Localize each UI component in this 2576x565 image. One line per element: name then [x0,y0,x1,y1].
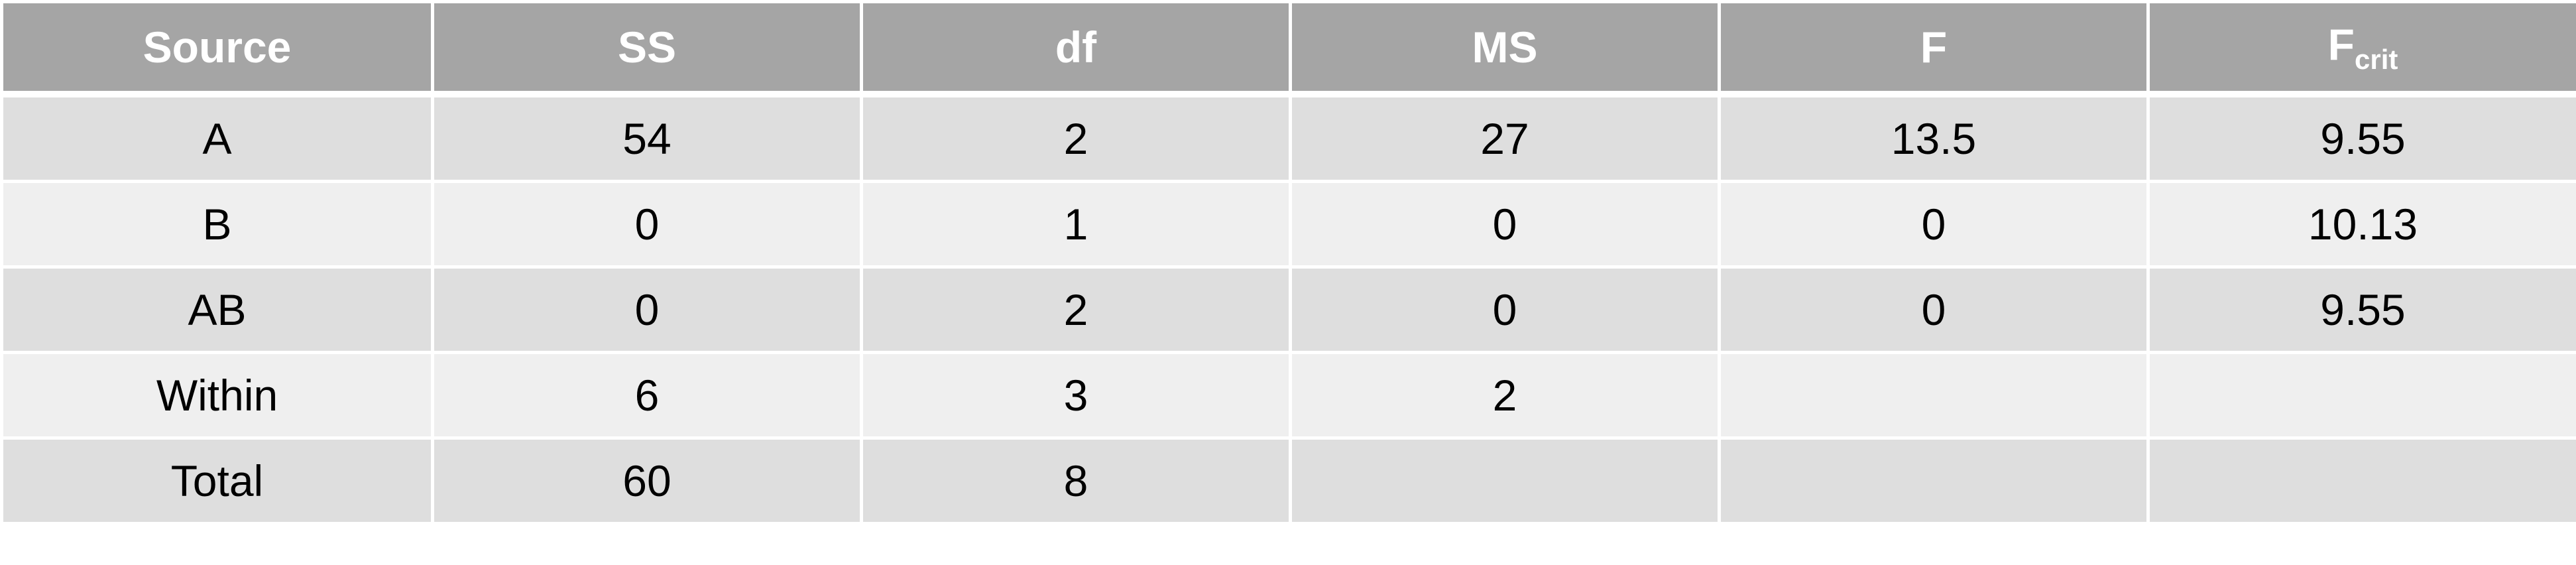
cell-ss: 6 [431,351,863,440]
cell-source: B [0,180,434,269]
cell-fcrit: 9.55 [2146,92,2576,183]
table-row: B 0 1 0 0 10.13 [0,180,2576,269]
header-fcrit: Fcrit [2146,0,2576,97]
cell-ss: 60 [431,436,863,525]
cell-source: A [0,92,434,183]
cell-df: 3 [860,351,1292,440]
header-fcrit-subscript: crit [2354,43,2398,75]
cell-f [1718,436,2150,525]
cell-source: Total [0,436,434,525]
header-fcrit-main: F [2327,19,2355,69]
cell-f [1718,351,2150,440]
anova-table: Source SS df MS F Fcrit A 54 2 27 13.5 9… [0,0,2576,525]
cell-ms: 0 [1289,265,1721,354]
cell-ss: 0 [431,180,863,269]
cell-ms: 2 [1289,351,1721,440]
table-row: Total 60 8 [0,436,2576,525]
cell-df: 8 [860,436,1292,525]
cell-source: AB [0,265,434,354]
table-row: AB 0 2 0 0 9.55 [0,265,2576,354]
cell-ss: 0 [431,265,863,354]
cell-fcrit: 10.13 [2146,180,2576,269]
cell-fcrit [2146,436,2576,525]
table-header: Source SS df MS F Fcrit [0,0,2576,97]
cell-df: 1 [860,180,1292,269]
cell-ss: 54 [431,92,863,183]
header-row: Source SS df MS F Fcrit [0,0,2576,97]
cell-source: Within [0,351,434,440]
cell-fcrit [2146,351,2576,440]
table-body: A 54 2 27 13.5 9.55 B 0 1 0 0 10.13 AB 0… [0,92,2576,525]
cell-fcrit: 9.55 [2146,265,2576,354]
header-f: F [1718,0,2150,97]
cell-df: 2 [860,265,1292,354]
table-row: A 54 2 27 13.5 9.55 [0,92,2576,183]
table-row: Within 6 3 2 [0,351,2576,440]
cell-f: 0 [1718,180,2150,269]
cell-ms: 0 [1289,180,1721,269]
cell-df: 2 [860,92,1292,183]
header-df: df [860,0,1292,97]
cell-ms [1289,436,1721,525]
cell-ms: 27 [1289,92,1721,183]
cell-f: 0 [1718,265,2150,354]
header-ms: MS [1289,0,1721,97]
cell-f: 13.5 [1718,92,2150,183]
header-ss: SS [431,0,863,97]
header-source: Source [0,0,434,97]
